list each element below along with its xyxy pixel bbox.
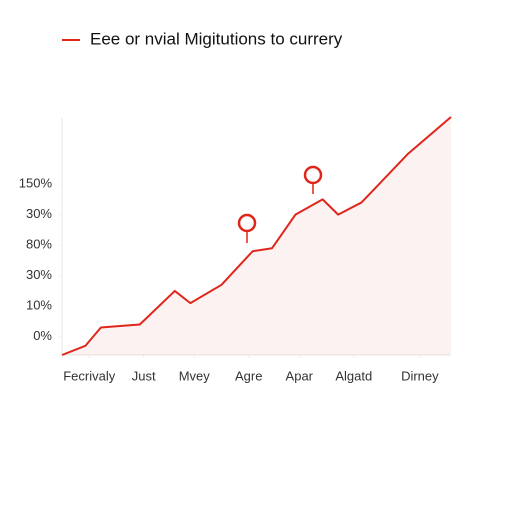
pin: [303, 165, 323, 194]
plot: [61, 116, 452, 356]
x-tick-label: Apar: [286, 368, 314, 383]
pin: [237, 213, 257, 243]
x-tick-label: Agre: [235, 368, 262, 383]
x-tick-label: Just: [132, 368, 156, 383]
y-tick-label: 150%: [19, 176, 53, 191]
pin-head: [303, 165, 323, 185]
x-tick-label: Fecrivaly: [63, 368, 116, 383]
legend-text: Eee or nvial Migitutions to currery: [90, 29, 343, 48]
pin-head: [237, 213, 257, 233]
x-tick-label: Mvey: [179, 368, 211, 383]
y-tick-label: 10%: [26, 298, 52, 313]
x-tick-label: Dirney: [401, 368, 439, 383]
y-tick-label: 0%: [33, 328, 52, 343]
x-tick-label: Algatd: [335, 368, 372, 383]
y-tick-label: 30%: [26, 206, 52, 221]
line: [61, 116, 452, 356]
y-tick-label: 80%: [26, 237, 52, 252]
area-fill: [62, 117, 451, 355]
y-tick-label: 30%: [26, 267, 52, 282]
